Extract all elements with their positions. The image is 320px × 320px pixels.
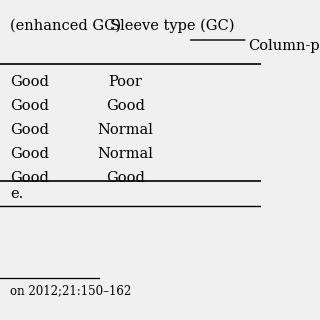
Text: Good: Good — [106, 171, 145, 185]
Text: Column-p: Column-p — [248, 39, 319, 53]
Text: Good: Good — [11, 147, 49, 161]
Text: Good: Good — [11, 99, 49, 113]
Text: Good: Good — [106, 99, 145, 113]
Text: Good: Good — [11, 75, 49, 89]
Text: on 2012;21:150–162: on 2012;21:150–162 — [11, 285, 132, 298]
Text: Sleeve type (GC): Sleeve type (GC) — [109, 19, 234, 33]
Text: Good: Good — [11, 123, 49, 137]
Text: Normal: Normal — [97, 147, 153, 161]
Text: (enhanced GC): (enhanced GC) — [11, 19, 122, 33]
Text: Poor: Poor — [108, 75, 142, 89]
Text: e.: e. — [11, 187, 24, 201]
Text: Normal: Normal — [97, 123, 153, 137]
Text: Good: Good — [11, 171, 49, 185]
